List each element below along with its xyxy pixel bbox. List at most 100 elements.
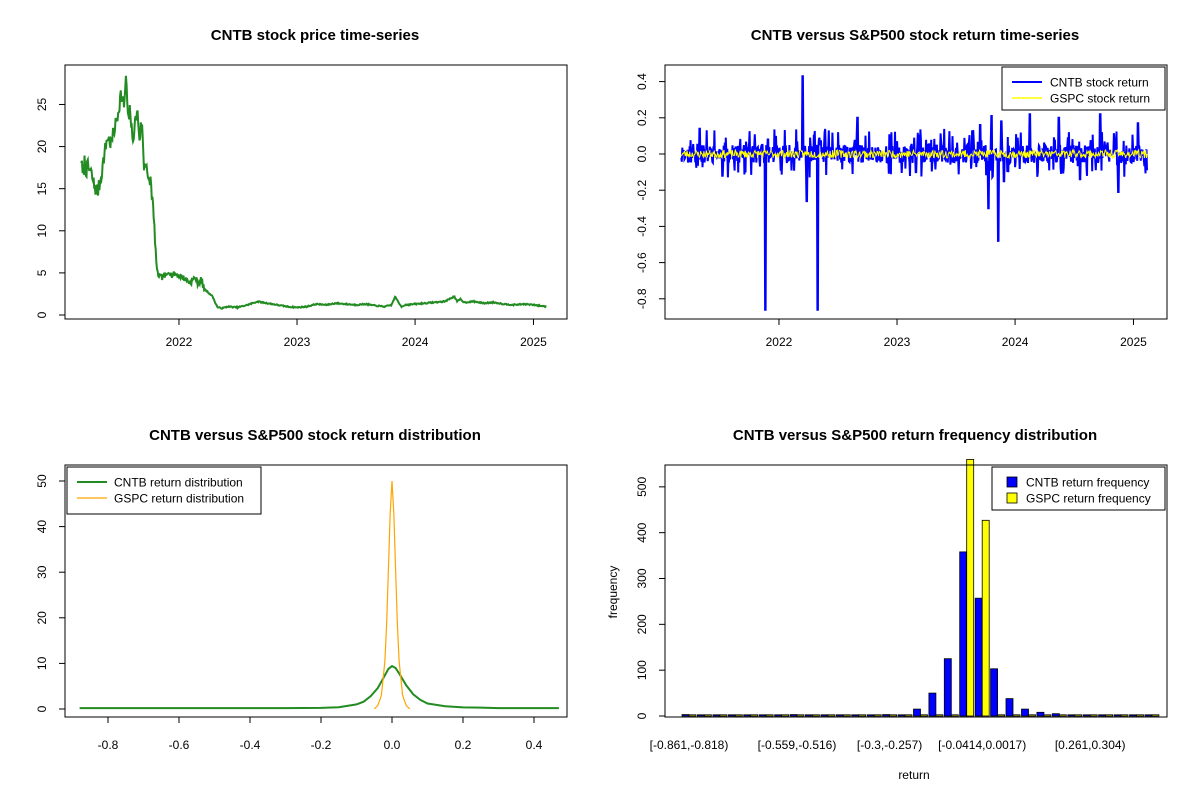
cntb-return-line [680,75,1148,311]
x-tick-label: 2023 [284,335,311,349]
x-tick-label: [-0.0414,0.0017) [938,738,1026,752]
legend-swatch-gspc [1006,492,1018,504]
gspc-bar [1089,714,1098,717]
legend-box [991,466,1166,511]
y-tick-label: 0.0 [635,145,649,162]
gspc-bar [827,714,836,717]
cntb-bar [1098,714,1106,717]
cntb-bar [990,668,998,717]
cntb-bar [1129,714,1137,717]
y-tick-label: 20 [35,140,49,154]
y-tick-label: 0 [35,311,49,318]
y-tick-label: 500 [635,477,649,497]
cntb-bar [974,597,983,717]
y-tick-label: -0.4 [635,216,649,237]
cntb-bar [1005,698,1014,717]
cntb-bar [727,714,736,717]
price-chart: CNTB stock price time-series 05101520252… [35,27,568,349]
plot-area [680,75,1148,311]
gspc-bar [1136,714,1144,717]
cntb-bar [805,714,813,717]
legend: CNTB return distribution GSPC return dis… [66,466,262,515]
y-tick-label: 0.4 [635,73,649,90]
plot-area [80,75,547,311]
y-axis-label: frequency [606,566,620,619]
cntb-bar [1051,713,1060,717]
legend-box [66,466,262,515]
gspc-return-line [680,148,1148,160]
x-tick-label: 2025 [520,335,547,349]
x-tick-label: 2022 [166,335,193,349]
legend: CNTB stock return GSPC stock return [1001,66,1166,111]
price-line [80,75,547,311]
plot-area [79,480,559,710]
gspc-bar [920,714,928,717]
cntb-bar [897,714,906,717]
x-tick-label: -0.4 [240,738,261,752]
cntb-bar [1113,714,1122,717]
y-tick-label: 20 [35,611,49,625]
y-tick-label: 5 [35,269,49,276]
gspc-bar [1012,714,1021,717]
x-tick-label: 0.0 [384,738,401,752]
x-tick-label: 2023 [884,335,911,349]
legend: CNTB return frequency GSPC return freque… [991,466,1166,511]
cntb-bar [959,551,968,717]
y-tick-label: 400 [635,522,649,542]
gspc-density-line [373,480,411,710]
cntb-bar [835,714,844,717]
x-tick-label: -0.8 [98,738,119,752]
x-tick-label: [0.261,0.304) [1055,738,1126,752]
legend-label-gspc: GSPC return distribution [114,492,244,506]
x-tick-label: 0.2 [455,738,472,752]
gspc-bar [796,714,805,717]
chart-title: CNTB versus S&P500 stock return distribu… [149,427,481,444]
axes: 0 10 20 30 40 50 -0.8 -0.6 -0.4 -0.2 0.0 0.2 0.4 [35,474,543,752]
gspc-bar [1105,714,1113,717]
return-timeseries-chart: CNTB versus S&P500 stock return time-ser… [635,27,1168,349]
gspc-bar [889,714,897,717]
gspc-bar [997,714,1005,717]
cntb-density-line [79,664,559,710]
cntb-bar [1144,714,1153,717]
y-tick-label: 50 [35,474,49,488]
legend-label-cntb: CNTB return distribution [114,476,243,490]
cntb-bar [1082,714,1091,717]
cntb-bar [681,714,690,717]
cntb-bar [789,714,798,717]
plot-frame [664,464,1168,718]
cntb-bar [743,714,752,717]
y-tick-label: 30 [35,565,49,579]
y-tick-label: -0.2 [635,180,649,201]
x-axis-label: return [898,768,929,782]
legend-label-gspc: GSPC return frequency [1026,492,1151,506]
x-tick-label: 2024 [402,335,429,349]
x-tick-label: [-0.861,-0.818) [650,738,729,752]
y-tick-label: -0.6 [635,252,649,273]
gspc-bar [904,714,913,717]
axes: 0 100 200 300 400 500 [-0.861,-0.818) [-0.559,-… [635,477,1126,752]
gspc-bar [734,714,743,717]
cntb-bar [697,714,705,717]
x-tick-label: [-0.3,-0.257) [857,738,922,752]
gspc-bar [950,714,959,717]
axes: -0.8 -0.6 -0.4 -0.2 0.0 0.2 0.4 2022 2023 2024 202… [635,73,1147,349]
gspc-bar [1120,714,1129,717]
gspc-bar [1043,714,1052,717]
cntb-bar [882,714,890,717]
cntb-bar [928,692,937,717]
x-tick-label: 0.4 [526,738,543,752]
gspc-bar [966,458,975,717]
chart-title: CNTB versus S&P500 stock return time-ser… [751,27,1079,44]
x-tick-label: 2022 [766,335,793,349]
gspc-bar [858,714,867,717]
gspc-bar [719,714,728,717]
gspc-bar [981,519,990,717]
y-tick-label: 0 [35,705,49,712]
y-tick-label: 10 [35,224,49,238]
y-tick-label: 100 [635,660,649,680]
gspc-bar [1058,714,1067,717]
cntb-bar [943,658,952,717]
